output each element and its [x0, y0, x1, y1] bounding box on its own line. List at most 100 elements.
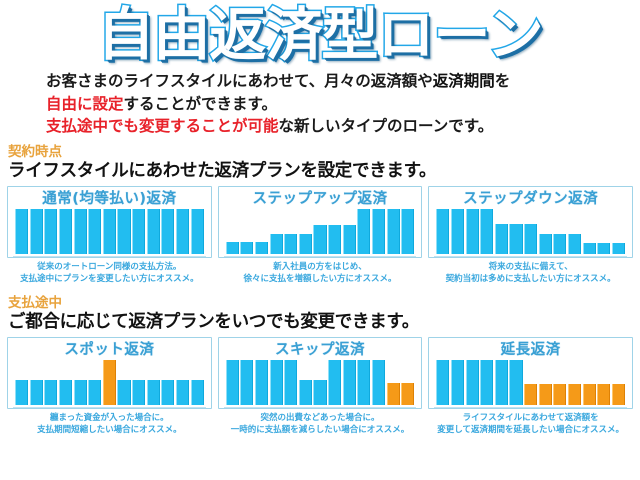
chart-bar: [161, 208, 175, 254]
chart-bar: [401, 208, 415, 254]
card-extension-repayment[interactable]: 延長返済 ライフスタイルにあわせて返済額を 変更して返済期間を延長したい場合にオ…: [428, 336, 634, 436]
chart-bar: [450, 208, 465, 254]
chart-bar: [386, 208, 400, 254]
chart-bar: [117, 379, 131, 405]
chart-bar: [298, 379, 312, 405]
section-2-lead: ご都合に応じて返済プランをいつでも変更できます。: [8, 311, 420, 332]
chart-step-down-repayment: [434, 208, 628, 257]
spacer-middle: [0, 285, 640, 295]
chart-bar: [254, 242, 269, 254]
card-extension-repayment-box: 延長返済: [428, 336, 634, 409]
chart-bar: [582, 243, 596, 254]
card-normal-repayment[interactable]: 通常(均等払い)返済 従来のオートローン同様の支払方法。 支払途中にプランを変更…: [7, 185, 212, 285]
card-step-down-repayment-title: ステップダウン返済: [463, 190, 599, 207]
chart-bar: [240, 242, 254, 254]
chart-bar: [553, 234, 567, 254]
chart-bar: [29, 379, 43, 405]
chart-bar: [371, 208, 386, 254]
card-extension-repayment-caption: ライフスタイルにあわせて返済額を 変更して返済期間を延長したい場合にオススメ。: [428, 409, 633, 436]
chart-bar: [611, 383, 625, 405]
card-step-up-repayment[interactable]: ステップアップ返済 新入社員の方をはじめ、 徐々に支払を増額したい方にオススメ。: [217, 185, 423, 285]
card-skip-repayment[interactable]: スキップ返済 突然の出費などあった場合に。 一時的に支払額を減らしたい場合にオス…: [217, 336, 423, 436]
subtitle-line-3-text: な新しいタイプのローンです。: [278, 117, 494, 135]
chart-bar: [88, 379, 102, 405]
chart-bar: [480, 208, 494, 254]
card-normal-repayment-title: 通常(均等払い)返済: [42, 190, 177, 207]
chart-bar: [524, 383, 538, 405]
chart-bar: [284, 359, 298, 405]
card-spot-repayment[interactable]: スポット返済 纏まった資金が入った場合に。 支払期間短縮したい場合にオススメ。: [7, 336, 212, 436]
chart-bar: [509, 223, 523, 254]
caption-line-1: 従来のオートローン同様の支払方法。: [37, 261, 182, 272]
chart-bar: [401, 382, 415, 405]
subtitle-line-1: お客さまのライフスタイルにあわせて、月々の返済額や返済期間を: [46, 70, 640, 93]
caption-line-1: 新入社員の方をはじめ、: [273, 261, 367, 272]
caption-line-2: 徐々に支払を増額したい方にオススメ。: [243, 273, 397, 284]
section-1-lead: ライフスタイルにあわせた返済プランを設定できます。: [8, 160, 437, 181]
card-skip-repayment-box: スキップ返済: [217, 336, 423, 409]
chart-bar: [357, 208, 371, 254]
chart-bar: [190, 208, 204, 254]
card-skip-repayment-title: スキップ返済: [275, 341, 365, 358]
chart-bar: [190, 379, 204, 405]
page-title: 自由返済型ローン: [96, 2, 545, 68]
chart-normal-repayment: [13, 208, 206, 257]
chart-bar: [58, 208, 72, 254]
chart-bar: [225, 242, 239, 254]
chart-bar: [269, 359, 283, 405]
subtitle-line-2-highlight: 自由に設定: [46, 94, 124, 113]
chart-bar: [44, 208, 58, 254]
card-spot-repayment-title: スポット返済: [64, 341, 155, 358]
subtitle-line-3: 支払途中でも変更することが可能な新しいタイプのローンです。: [46, 115, 640, 138]
chart-bar: [371, 359, 386, 405]
chart-bar: [538, 383, 552, 405]
chart-bar: [117, 208, 131, 254]
caption-line-1: ライフスタイルにあわせて返済額を: [462, 412, 599, 423]
section-during-payment: 支払途中 ご都合に応じて返済プランをいつでも変更できます。 スポット返済 纏まっ…: [0, 295, 640, 436]
chart-bar: [328, 359, 342, 405]
chart-bar: [88, 208, 102, 254]
chart-bar: [553, 383, 567, 405]
chart-bar: [73, 208, 87, 254]
chart-skip-repayment: [223, 359, 417, 408]
section-2-card-row: スポット返済 纏まった資金が入った場合に。 支払期間短縮したい場合にオススメ。 …: [0, 334, 640, 436]
card-normal-repayment-box: 通常(均等払い)返済: [7, 185, 212, 258]
section-1-card-row: 通常(均等払い)返済 従来のオートローン同様の支払方法。 支払途中にプランを変更…: [0, 183, 640, 285]
chart-bar: [582, 383, 596, 405]
chart-bar: [313, 379, 327, 405]
chart-step-up-repayment: [223, 208, 417, 257]
chart-bar: [524, 223, 538, 254]
chart-bar: [73, 379, 87, 405]
card-step-down-repayment-caption: 将来の支払に備えて、 契約当初は多めに支払したい方にオススメ。: [428, 258, 633, 285]
chart-bar: [15, 208, 29, 254]
card-spot-repayment-box: スポット返済: [7, 336, 212, 409]
section-1-kicker: 契約時点: [8, 143, 62, 160]
caption-line-2: 支払期間短縮したい場合にオススメ。: [37, 424, 182, 435]
section-2-kicker: 支払途中: [8, 294, 62, 311]
chart-bar: [480, 359, 494, 405]
chart-bar: [450, 359, 465, 405]
card-extension-repayment-title: 延長返済: [500, 341, 561, 358]
chart-bar: [436, 359, 450, 405]
card-skip-repayment-caption: 突然の出費などあった場合に。 一時的に支払額を減らしたい場合にオススメ。: [218, 409, 423, 436]
card-step-down-repayment-box: ステップダウン返済: [428, 185, 634, 258]
caption-line-1: 突然の出費などあった場合に。: [260, 412, 380, 423]
chart-bar: [328, 225, 342, 254]
chart-bar: [386, 382, 400, 405]
chart-bar: [597, 383, 611, 405]
caption-line-1: 将来の支払に備えて、: [488, 261, 573, 272]
subtitle-line-1-emphasis: 返済期間: [432, 72, 495, 90]
caption-line-1: 纏まった資金が入った場合に。: [50, 412, 169, 423]
chart-bar: [102, 208, 116, 254]
chart-bar: [298, 234, 312, 254]
card-step-down-repayment[interactable]: ステップダウン返済 将来の支払に備えて、 契約当初は多めに支払したい方にオススメ…: [428, 185, 634, 285]
chart-bar: [342, 225, 356, 254]
section-2-heading: 支払途中 ご都合に応じて返済プランをいつでも変更できます。: [0, 295, 640, 334]
card-spot-repayment-caption: 纏まった資金が入った場合に。 支払期間短縮したい場合にオススメ。: [7, 409, 212, 436]
chart-spot-repayment: [13, 359, 206, 408]
chart-bar: [313, 225, 327, 254]
chart-bar: [58, 379, 72, 405]
chart-bar: [465, 208, 479, 254]
chart-bar: [146, 208, 160, 254]
chart-bar: [611, 243, 625, 254]
